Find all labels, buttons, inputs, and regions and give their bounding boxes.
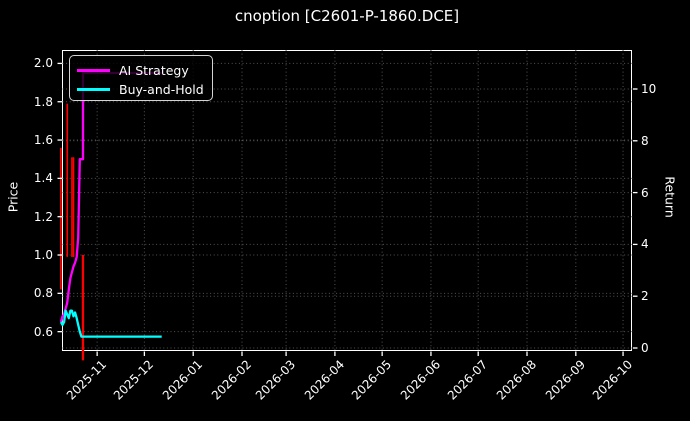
left-axis-label: Price — [5, 181, 21, 213]
series-line-buy-and-hold — [59, 309, 162, 338]
chart-title: cnoption [C2601-P-1860.DCE] — [234, 7, 460, 25]
legend-label: Buy-and-Hold — [119, 82, 204, 97]
return-tick-label: 10 — [641, 81, 657, 96]
price-tick-label: 1.4 — [33, 171, 53, 186]
return-tick-label: 6 — [641, 185, 649, 200]
legend-item-ai-strategy: AI Strategy — [77, 61, 212, 80]
legend-item-buy-and-hold: Buy-and-Hold — [77, 80, 212, 99]
price-tick-label: 0.6 — [33, 324, 53, 339]
return-tick-label: 8 — [641, 133, 649, 148]
price-tick-label: 2.0 — [33, 56, 53, 71]
ai-strategy-line-sample — [77, 69, 110, 72]
return-tick-label: 2 — [641, 289, 649, 304]
price-tick-label: 1.2 — [33, 209, 53, 224]
price-tick-label: 1.0 — [33, 248, 53, 262]
price-tick-label: 0.8 — [33, 286, 53, 301]
buy-and-hold-line-sample — [77, 88, 110, 91]
legend-box: AI Strategy Buy-and-Hold — [69, 55, 213, 101]
series-line-ai-strategy — [59, 71, 162, 323]
price-tick-label: 1.6 — [33, 133, 53, 148]
legend-label: AI Strategy — [119, 63, 189, 78]
return-tick-label: 0 — [641, 341, 649, 355]
return-tick-label: 4 — [641, 237, 649, 252]
price-tick-label: 1.8 — [33, 94, 53, 109]
